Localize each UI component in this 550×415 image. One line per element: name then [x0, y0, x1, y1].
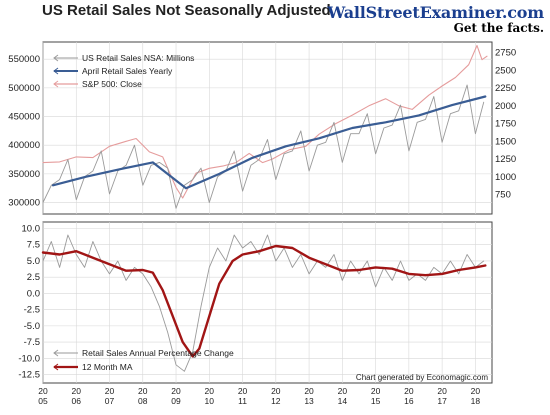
y-bottom-tick-label: -7.5 — [24, 337, 40, 348]
x-tick-label-century: 20 — [205, 386, 215, 396]
y-left-tick-label: 450000 — [8, 112, 40, 123]
series-line-april-yearly — [51, 95, 487, 190]
x-tick-label-century: 20 — [304, 386, 314, 396]
y-right-tick-label: 1500 — [495, 136, 516, 147]
x-tick-label-year: 14 — [338, 396, 348, 406]
brand-name: WallStreetExaminer.com — [327, 3, 544, 22]
y-left-tick-label: 400000 — [8, 140, 40, 151]
x-tick-label-century: 20 — [404, 386, 414, 396]
x-tick-label-year: 15 — [371, 396, 381, 406]
legend-arrow — [53, 349, 59, 357]
x-tick-label-year: 09 — [171, 396, 181, 406]
x-tick-label-century: 20 — [38, 386, 48, 396]
x-tick-label-year: 06 — [72, 396, 82, 406]
x-tick-label-century: 20 — [238, 386, 248, 396]
x-tick-label-century: 20 — [471, 386, 481, 396]
y-bottom-tick-label: -10.0 — [18, 353, 40, 364]
legend-arrow — [53, 363, 59, 371]
x-tick-label-century: 20 — [72, 386, 82, 396]
y-right-tick-label: 1250 — [495, 154, 516, 165]
y-right-tick-label: 2500 — [495, 65, 516, 76]
legend-arrow — [53, 54, 59, 62]
legend-label: S&P 500: Close — [82, 79, 142, 89]
x-tick-label-century: 20 — [338, 386, 348, 396]
y-right-tick-label: 2750 — [495, 48, 516, 59]
brand-logo: WallStreetExaminer.com Get the facts. — [327, 3, 544, 35]
x-tick-label-year: 18 — [471, 396, 481, 406]
y-bottom-tick-label: 2.5 — [27, 272, 40, 283]
legend-arrow — [53, 80, 59, 88]
x-tick-label-year: 05 — [38, 396, 48, 406]
y-bottom-tick-label: 7.5 — [27, 240, 40, 251]
legend-label: US Retail Sales NSA: Millions — [82, 53, 194, 63]
y-right-tick-label: 2250 — [495, 83, 516, 94]
legend-label: April Retail Sales Yearly — [82, 66, 173, 76]
x-tick-label-year: 12 — [271, 396, 281, 406]
x-tick-label-year: 13 — [304, 396, 314, 406]
x-tick-label-century: 20 — [371, 386, 381, 396]
x-tick-label-year: 11 — [238, 396, 247, 406]
y-left-tick-label: 550000 — [8, 54, 40, 65]
x-tick-label-year: 10 — [205, 396, 215, 406]
y-right-tick-label: 750 — [495, 189, 511, 200]
chart-title: US Retail Sales Not Seasonally Adjusted — [42, 2, 331, 19]
x-tick-label-century: 20 — [271, 386, 281, 396]
x-tick-label-century: 20 — [105, 386, 115, 396]
bottom-panel-frame — [42, 221, 493, 384]
y-bottom-tick-label: -12.5 — [18, 370, 40, 381]
legend-arrow — [53, 67, 59, 75]
y-right-tick-label: 2000 — [495, 101, 516, 112]
legend-label: 12 Month MA — [82, 362, 133, 372]
x-tick-label-year: 08 — [138, 396, 148, 406]
y-right-tick-label: 1750 — [495, 119, 516, 130]
series-line-annual-pct — [42, 234, 485, 372]
x-tick-label-year: 16 — [404, 396, 414, 406]
x-tick-label-century: 20 — [138, 386, 148, 396]
y-left-tick-label: 500000 — [8, 83, 40, 94]
y-bottom-tick-label: -2.5 — [24, 305, 40, 316]
series-line-12mo-ma — [41, 244, 487, 358]
series-line-sp500 — [42, 44, 488, 199]
legend-label: Retail Sales Annual Percentage Change — [82, 348, 234, 358]
y-left-tick-label: 300000 — [8, 198, 40, 209]
brand-tagline: Get the facts. — [453, 21, 544, 35]
y-left-tick-label: 350000 — [8, 169, 40, 180]
y-bottom-tick-label: 5.0 — [27, 256, 40, 267]
chart-credit: Chart generated by Economagic.com — [356, 373, 488, 382]
x-tick-label-year: 17 — [437, 396, 447, 406]
y-right-tick-label: 1000 — [495, 172, 516, 183]
y-bottom-tick-label: 0.0 — [27, 288, 40, 299]
y-bottom-tick-label: -5.0 — [24, 321, 40, 332]
x-tick-label-century: 20 — [171, 386, 181, 396]
x-tick-label-year: 07 — [105, 396, 115, 406]
y-bottom-tick-label: 10.0 — [22, 223, 41, 234]
x-tick-label-century: 20 — [437, 386, 447, 396]
series-line-retail-nsa — [42, 84, 485, 209]
